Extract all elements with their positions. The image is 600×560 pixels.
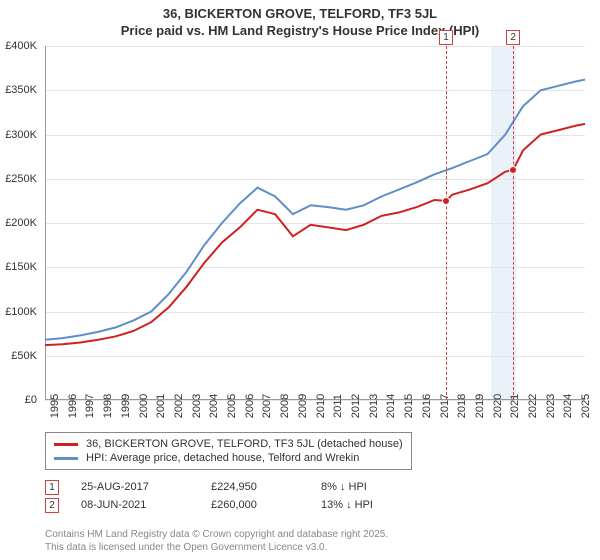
legend-swatch xyxy=(54,443,78,446)
sales-num-box: 1 xyxy=(45,480,59,495)
footnote-line1: Contains HM Land Registry data © Crown c… xyxy=(45,529,388,542)
x-tick-label: 2021 xyxy=(509,394,521,418)
sales-table: 1 25-AUG-2017£224,9508% ↓ HPI 2 08-JUN-2021… xyxy=(45,478,431,514)
x-tick-label: 1998 xyxy=(102,394,114,418)
sales-num-box: 2 xyxy=(45,498,59,513)
x-tick-label: 2000 xyxy=(138,394,150,418)
x-tick-label: 2017 xyxy=(439,394,451,418)
x-tick-label: 2022 xyxy=(527,394,539,418)
x-tick-label: 2010 xyxy=(315,394,327,418)
legend-box: 36, BICKERTON GROVE, TELFORD, TF3 5JL (d… xyxy=(45,432,412,470)
x-tick-label: 2019 xyxy=(474,394,486,418)
footnote-line2: This data is licensed under the Open Gov… xyxy=(45,542,388,555)
x-tick-label: 2001 xyxy=(155,394,167,418)
x-tick-label: 2006 xyxy=(244,394,256,418)
x-tick-label: 2024 xyxy=(562,394,574,418)
x-tick-label: 1996 xyxy=(67,394,79,418)
series-line-hpi xyxy=(45,80,585,340)
x-tick-label: 1997 xyxy=(84,394,96,418)
marker-box: 2 xyxy=(506,30,520,45)
marker-vline xyxy=(513,46,514,400)
x-tick-label: 2011 xyxy=(332,394,344,418)
x-tick-label: 2015 xyxy=(403,394,415,418)
sales-row: 2 08-JUN-2021£260,00013% ↓ HPI xyxy=(45,496,431,514)
sales-diff: 13% ↓ HPI xyxy=(321,499,431,511)
legend-swatch xyxy=(54,457,78,460)
x-tick-label: 2012 xyxy=(350,394,362,418)
legend-label: 36, BICKERTON GROVE, TELFORD, TF3 5JL (d… xyxy=(86,438,403,450)
legend-row: 36, BICKERTON GROVE, TELFORD, TF3 5JL (d… xyxy=(54,437,403,451)
x-tick-label: 2007 xyxy=(261,394,273,418)
y-tick-label: £350K xyxy=(5,84,37,96)
sale-point-dot xyxy=(442,197,450,205)
x-tick-label: 2025 xyxy=(580,394,592,418)
y-tick-label: £0 xyxy=(25,394,37,406)
y-tick-label: £400K xyxy=(5,40,37,52)
x-tick-label: 2018 xyxy=(456,394,468,418)
chart-title-line1: 36, BICKERTON GROVE, TELFORD, TF3 5JL xyxy=(0,0,600,21)
marker-vline xyxy=(446,46,447,400)
legend-label: HPI: Average price, detached house, Telf… xyxy=(86,452,359,464)
sales-diff: 8% ↓ HPI xyxy=(321,481,431,493)
x-tick-label: 1995 xyxy=(49,394,61,418)
footnote: Contains HM Land Registry data © Crown c… xyxy=(45,529,388,554)
sales-price: £224,950 xyxy=(211,481,321,493)
x-tick-label: 2023 xyxy=(545,394,557,418)
chart-lines-svg xyxy=(45,46,585,400)
sales-date: 08-JUN-2021 xyxy=(81,499,211,511)
y-tick-label: £100K xyxy=(5,306,37,318)
y-tick-label: £50K xyxy=(11,350,37,362)
sales-price: £260,000 xyxy=(211,499,321,511)
series-line-price_paid xyxy=(45,124,585,345)
x-tick-label: 2013 xyxy=(368,394,380,418)
marker-box: 1 xyxy=(439,30,453,45)
y-tick-label: £150K xyxy=(5,261,37,273)
x-tick-label: 2004 xyxy=(208,394,220,418)
y-tick-label: £200K xyxy=(5,217,37,229)
x-tick-label: 2020 xyxy=(492,394,504,418)
x-tick-label: 2002 xyxy=(173,394,185,418)
x-tick-label: 2016 xyxy=(421,394,433,418)
legend-row: HPI: Average price, detached house, Telf… xyxy=(54,451,403,465)
x-tick-label: 2003 xyxy=(191,394,203,418)
sales-row: 1 25-AUG-2017£224,9508% ↓ HPI xyxy=(45,478,431,496)
y-tick-label: £250K xyxy=(5,173,37,185)
y-tick-label: £300K xyxy=(5,129,37,141)
plot-area: £0£50K£100K£150K£200K£250K£300K£350K£400… xyxy=(45,46,585,400)
x-tick-label: 1999 xyxy=(120,394,132,418)
x-tick-label: 2009 xyxy=(297,394,309,418)
x-tick-label: 2014 xyxy=(385,394,397,418)
sale-point-dot xyxy=(509,166,517,174)
chart-container: 36, BICKERTON GROVE, TELFORD, TF3 5JL Pr… xyxy=(0,0,600,560)
x-tick-label: 2005 xyxy=(226,394,238,418)
x-tick-label: 2008 xyxy=(279,394,291,418)
sales-date: 25-AUG-2017 xyxy=(81,481,211,493)
